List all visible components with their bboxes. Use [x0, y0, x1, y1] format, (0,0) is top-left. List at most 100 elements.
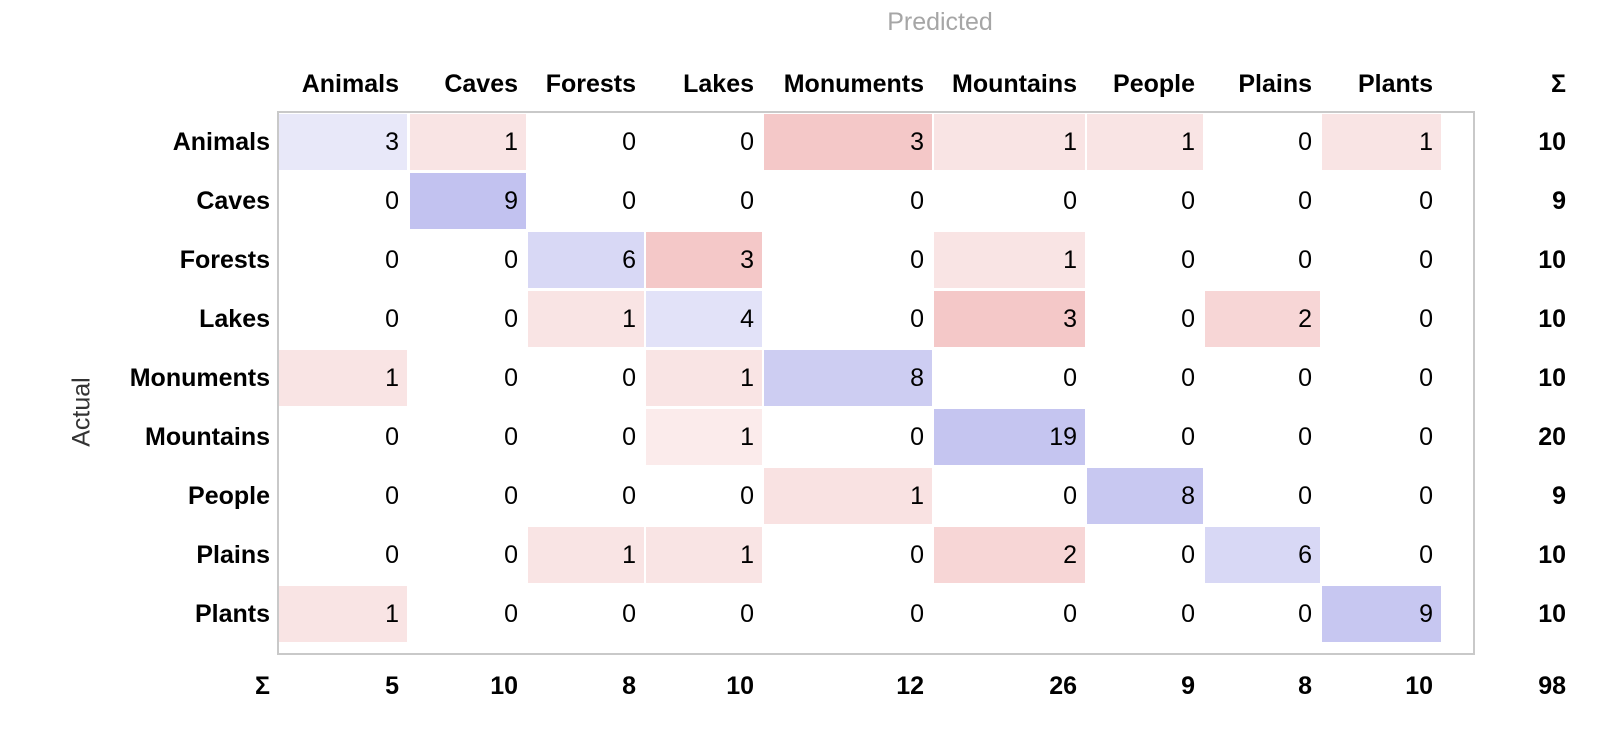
cell-lakes-lakes: 4 — [646, 291, 762, 347]
cell-lakes-people: 0 — [1181, 305, 1195, 333]
cell-people-plains: 0 — [1298, 482, 1312, 510]
cell-plains-mountains: 2 — [934, 527, 1085, 583]
cell-forests-mountains: 1 — [934, 232, 1085, 288]
cell-mountains-people: 0 — [1181, 423, 1195, 451]
row-sum-monuments: 10 — [1538, 364, 1566, 392]
cell-animals-plains: 0 — [1298, 128, 1312, 156]
column-header-mountains: Mountains — [952, 70, 1077, 98]
cell-plants-people: 0 — [1181, 600, 1195, 628]
column-sum-row-label: Σ — [254, 672, 270, 700]
cell-forests-plants: 0 — [1419, 246, 1433, 274]
cell-lakes-plants: 0 — [1419, 305, 1433, 333]
cell-caves-forests: 0 — [622, 187, 636, 215]
column-header-plains: Plains — [1238, 70, 1312, 98]
row-header-animals: Animals — [172, 128, 270, 156]
row-header-plains: Plains — [196, 541, 270, 569]
cell-mountains-plants: 0 — [1419, 423, 1433, 451]
row-sum-mountains: 20 — [1538, 423, 1566, 451]
cell-people-forests: 0 — [622, 482, 636, 510]
cell-forests-lakes: 3 — [646, 232, 762, 288]
cell-forests-plains: 0 — [1298, 246, 1312, 274]
cell-plains-lakes: 1 — [646, 527, 762, 583]
cell-animals-monuments: 3 — [764, 114, 932, 170]
cell-people-lakes: 0 — [740, 482, 754, 510]
cell-monuments-caves: 0 — [504, 364, 518, 392]
column-header-plants: Plants — [1357, 70, 1433, 98]
row-sum-caves: 9 — [1552, 187, 1566, 215]
cell-plants-mountains: 0 — [1063, 600, 1077, 628]
cell-monuments-mountains: 0 — [1063, 364, 1077, 392]
column-sum-monuments: 12 — [896, 672, 924, 700]
cell-monuments-lakes: 1 — [646, 350, 762, 406]
cell-mountains-lakes: 1 — [646, 409, 762, 465]
column-sum-plains: 8 — [1298, 672, 1312, 700]
cell-plains-plants: 0 — [1419, 541, 1433, 569]
cell-monuments-monuments: 8 — [764, 350, 932, 406]
cell-lakes-plains: 2 — [1205, 291, 1320, 347]
column-sum-mountains: 26 — [1049, 672, 1077, 700]
row-sum-people: 9 — [1552, 482, 1566, 510]
cell-mountains-mountains: 19 — [934, 409, 1085, 465]
column-header-monuments: Monuments — [783, 70, 924, 98]
row-sum-animals: 10 — [1538, 128, 1566, 156]
row-header-caves: Caves — [196, 187, 270, 215]
cell-caves-plants: 0 — [1419, 187, 1433, 215]
row-header-mountains: Mountains — [145, 423, 270, 451]
column-sum-lakes: 10 — [726, 672, 754, 700]
cell-plains-monuments: 0 — [910, 541, 924, 569]
cell-plains-caves: 0 — [504, 541, 518, 569]
matrix-frame — [277, 111, 1475, 655]
column-sum-people: 9 — [1181, 672, 1195, 700]
cell-forests-caves: 0 — [504, 246, 518, 274]
cell-plants-monuments: 0 — [910, 600, 924, 628]
cell-forests-forests: 6 — [528, 232, 644, 288]
cell-plants-caves: 0 — [504, 600, 518, 628]
cell-monuments-people: 0 — [1181, 364, 1195, 392]
row-header-lakes: Lakes — [199, 305, 270, 333]
cell-caves-plains: 0 — [1298, 187, 1312, 215]
cell-mountains-forests: 0 — [622, 423, 636, 451]
cell-people-people: 8 — [1087, 468, 1203, 524]
row-header-people: People — [188, 482, 270, 510]
column-header-animals: Animals — [301, 70, 399, 98]
grand-total: 98 — [1538, 672, 1566, 700]
cell-lakes-animals: 0 — [385, 305, 399, 333]
row-sum-header: Σ — [1550, 70, 1566, 98]
cell-plains-forests: 1 — [528, 527, 644, 583]
column-header-caves: Caves — [444, 70, 518, 98]
cell-plains-plains: 6 — [1205, 527, 1320, 583]
column-sum-plants: 10 — [1405, 672, 1433, 700]
cell-people-plants: 0 — [1419, 482, 1433, 510]
cell-monuments-forests: 0 — [622, 364, 636, 392]
column-sum-caves: 10 — [490, 672, 518, 700]
cell-plants-plains: 0 — [1298, 600, 1312, 628]
cell-caves-animals: 0 — [385, 187, 399, 215]
cell-forests-animals: 0 — [385, 246, 399, 274]
cell-plants-forests: 0 — [622, 600, 636, 628]
cell-plants-lakes: 0 — [740, 600, 754, 628]
cell-monuments-plants: 0 — [1419, 364, 1433, 392]
column-header-people: People — [1113, 70, 1195, 98]
cell-mountains-monuments: 0 — [910, 423, 924, 451]
cell-mountains-caves: 0 — [504, 423, 518, 451]
row-header-monuments: Monuments — [129, 364, 270, 392]
cell-monuments-plains: 0 — [1298, 364, 1312, 392]
column-sum-forests: 8 — [622, 672, 636, 700]
cell-people-animals: 0 — [385, 482, 399, 510]
cell-lakes-forests: 1 — [528, 291, 644, 347]
cell-caves-people: 0 — [1181, 187, 1195, 215]
column-header-lakes: Lakes — [683, 70, 754, 98]
cell-lakes-caves: 0 — [504, 305, 518, 333]
cell-lakes-monuments: 0 — [910, 305, 924, 333]
cell-animals-mountains: 1 — [934, 114, 1085, 170]
cell-plants-animals: 1 — [279, 586, 407, 642]
row-header-forests: Forests — [179, 246, 270, 274]
predicted-axis-label: Predicted — [887, 8, 993, 36]
column-sum-animals: 5 — [385, 672, 399, 700]
cell-lakes-mountains: 3 — [934, 291, 1085, 347]
cell-forests-monuments: 0 — [910, 246, 924, 274]
row-sum-forests: 10 — [1538, 246, 1566, 274]
cell-animals-lakes: 0 — [740, 128, 754, 156]
row-sum-plains: 10 — [1538, 541, 1566, 569]
cell-animals-forests: 0 — [622, 128, 636, 156]
